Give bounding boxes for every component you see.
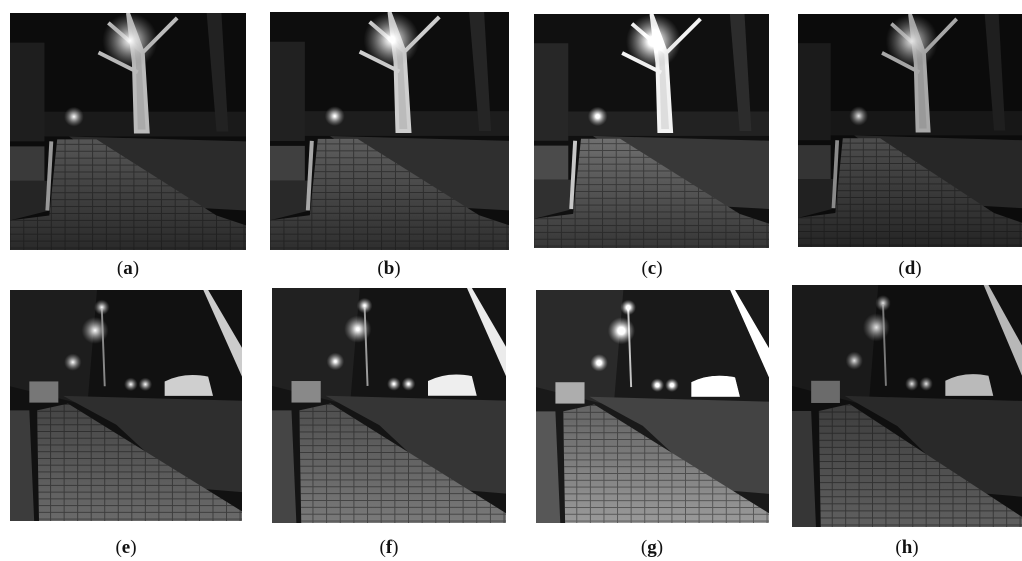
caption: (h)	[867, 537, 947, 559]
caption: (g)	[612, 537, 692, 559]
caption: (e)	[86, 537, 166, 559]
photo	[10, 13, 246, 250]
photo	[792, 285, 1022, 527]
caption: (a)	[88, 258, 168, 280]
caption: (c)	[612, 258, 692, 280]
caption: (d)	[870, 258, 950, 280]
photo	[270, 12, 509, 250]
figure: (a) (b) (c) (d) (e) (f) (g) (h)	[0, 0, 1022, 561]
photo	[536, 290, 769, 523]
photo	[10, 290, 242, 521]
photo	[534, 14, 769, 248]
caption: (f)	[349, 537, 429, 559]
photo	[798, 14, 1022, 247]
caption: (b)	[349, 258, 429, 280]
photo	[272, 288, 506, 523]
